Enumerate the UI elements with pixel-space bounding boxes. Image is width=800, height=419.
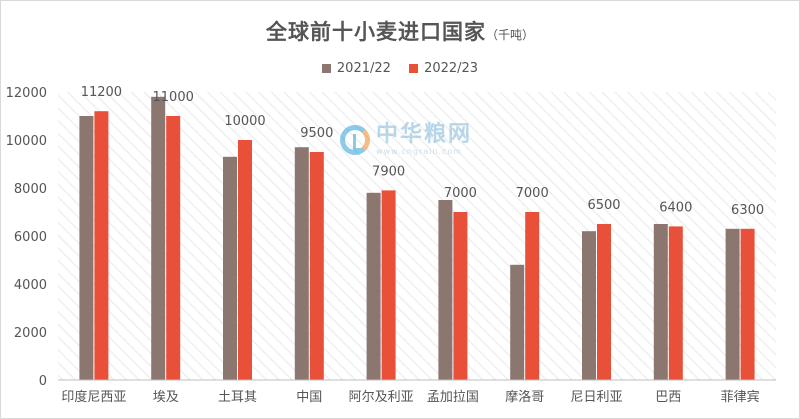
bar-2022-23 [166,116,181,380]
x-category-label: 中国 [296,390,322,405]
data-label: 7000 [444,186,477,201]
bar-2022-23 [309,152,324,380]
legend-swatch-2022-23 [409,64,419,73]
bar-2021-22 [79,116,94,380]
data-label: 6300 [731,203,764,218]
y-tick-label: 10000 [6,134,47,149]
bar-2021-22 [223,156,237,380]
legend-label-2022-23: 2022/23 [424,61,479,76]
bar-2022-23 [453,212,468,380]
data-label: 11200 [81,85,122,100]
bar-2021-22 [582,231,596,380]
x-category-label: 印度尼西亚 [61,389,126,405]
x-category-label: 孟加拉国 [427,390,479,405]
chart-title: 全球前十小麦进口国家（千吨） [0,16,800,46]
data-label: 11000 [153,90,194,105]
bar-2022-23 [668,226,683,380]
bar-2022-23 [94,111,109,380]
watermark: 中华粮网 www.cngrain.com [340,124,472,156]
chart-title-text: 全球前十小麦进口国家 [265,20,486,44]
watermark-text: 中华粮网 [376,122,473,147]
x-category-label: 阿尔及利亚 [349,390,414,405]
bar-2021-22 [510,264,525,380]
data-label: 10000 [224,114,265,129]
legend: 2021/22 2022/23 [0,61,800,77]
bar-2022-23 [381,190,396,380]
bar-2022-23 [740,228,755,380]
bar-2022-23 [238,140,252,380]
bar-2021-22 [653,224,668,380]
bar-2022-23 [597,224,611,380]
bar-2021-22 [294,147,309,380]
x-category-label: 巴西 [655,390,681,405]
x-category-label: 摩洛哥 [505,389,544,405]
legend-item-2021-22: 2021/22 [321,61,391,76]
y-axis-ticks: 0 2000 4000 6000 8000 10000 12000 [6,86,47,389]
data-label: 6400 [659,200,692,215]
data-label: 9500 [300,126,333,141]
x-category-label: 菲律宾 [721,389,760,405]
bar-2021-22 [438,200,453,380]
bar-2022-23 [525,212,540,380]
x-category-label: 土耳其 [218,390,257,405]
legend-label-2021-22: 2021/22 [336,61,391,76]
data-label: 7900 [372,164,405,179]
bar-2021-22 [366,192,381,380]
y-tick-label: 4000 [14,278,47,293]
y-tick-label: 2000 [14,326,47,341]
x-axis-categories: 印度尼西亚 埃及 土耳其 中国 阿尔及利亚 孟加拉国 摩洛哥 尼日利亚 巴西 菲律宾 [61,389,759,405]
legend-swatch-2021-22 [321,64,331,73]
y-tick-label: 0 [39,374,47,389]
data-label: 6500 [587,198,620,213]
bar-2021-22 [151,96,166,381]
legend-item-2022-23: 2022/23 [409,61,478,76]
x-category-label: 埃及 [153,390,179,405]
cngrain-logo-icon [340,125,370,155]
y-tick-label: 6000 [14,230,47,245]
chart-title-unit: （千吨） [485,28,534,42]
y-tick-label: 12000 [6,86,47,101]
data-label: 7000 [516,186,549,201]
watermark-url: www.cngrain.com [376,147,463,156]
y-tick-label: 8000 [14,182,47,197]
bars [79,96,755,381]
x-category-label: 尼日利亚 [570,390,622,405]
data-labels: 11200 11000 10000 9500 7900 7000 7000 6500 6400 6… [81,85,764,218]
bar-2021-22 [725,228,740,380]
